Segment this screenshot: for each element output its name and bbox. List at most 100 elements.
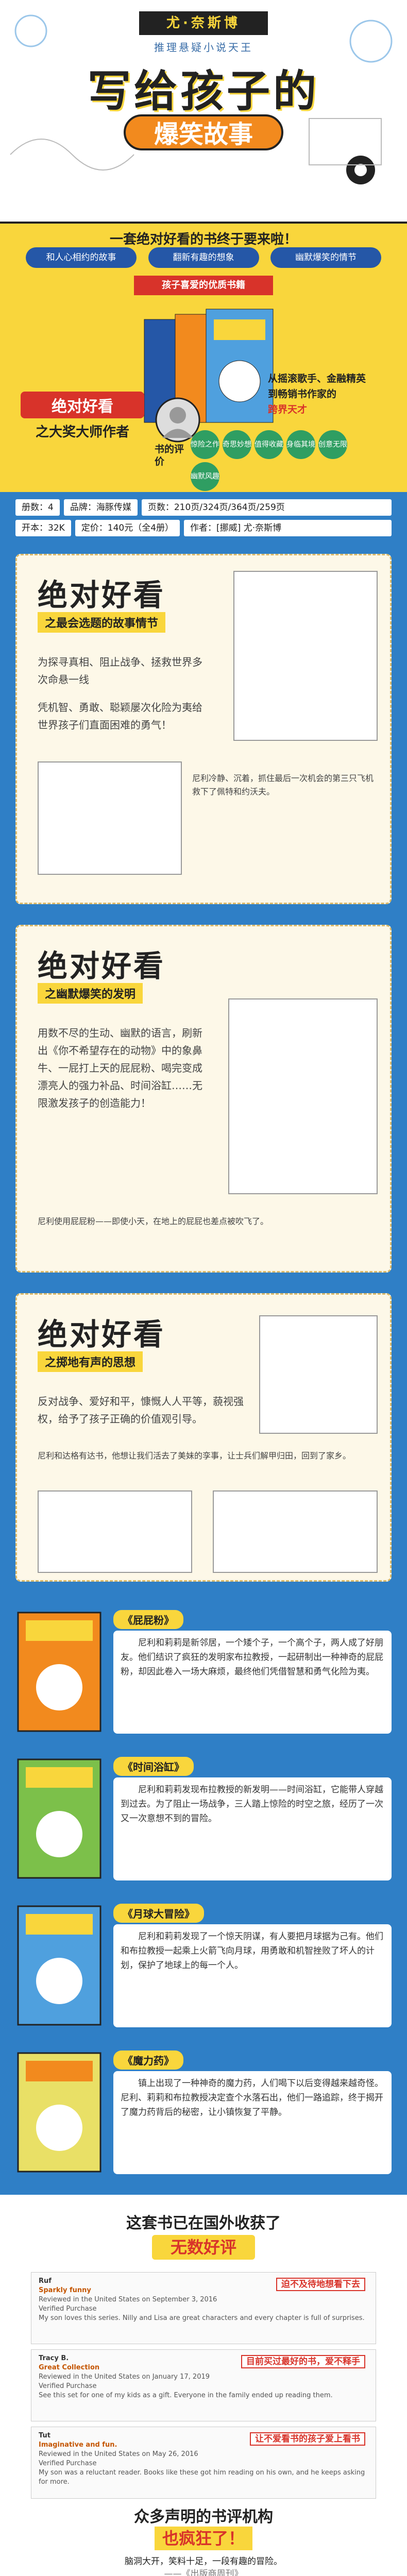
tag: 值得收藏 (255, 430, 283, 459)
review-verified: Verified Purchase (39, 2382, 97, 2390)
info-table: 册数：4 品牌：海豚传媒 页数：210页/324页/364页/259页 开本：3… (0, 492, 407, 544)
review-verified: Verified Purchase (39, 2305, 97, 2313)
point: 用数不尽的生动、幽默的语言，刷新出《你不希望存在的动物》中的象鼻牛、一屁打上天的… (38, 1027, 202, 1109)
review-user: Ruf (39, 2277, 52, 2285)
feature-subtitle: 之掷地有声的思想 (38, 1351, 143, 1372)
review-label: 书的评价 (155, 444, 184, 467)
bio: 从摇滚歌手、金融精英 到畅销书作家的 跨界天才 (268, 371, 397, 417)
ribbon: 孩子喜爱的优质书籍 (134, 276, 273, 295)
reviews-highlight: 无数好评 (152, 2235, 255, 2260)
info-cell: 册数：4 (15, 499, 60, 516)
illustration (233, 571, 378, 741)
badges: 和人心相约的故事 翻新有趣的想象 幽默爆笑的情节 (26, 247, 381, 268)
bio-line: 跨界天才 (268, 404, 308, 415)
point: 为探寻真相、阻止战争、拯救世界多次命悬一线 (38, 656, 202, 686)
title-pill: 爆笑故事 (124, 114, 283, 150)
review-title: Sparkly funny (39, 2286, 91, 2294)
review-body: My son loves this series. Nilly and Lisa… (39, 2314, 365, 2322)
critics: 众多声明的书评机构 也疯狂了！ 脑洞大开，笑料十足，一段有趣的冒险。 ——《出版商… (0, 2504, 407, 2576)
feature-card: 绝对好看 之最会选题的故事情节 为探寻真相、阻止战争、拯救世界多次命悬一线 凭机… (15, 554, 392, 904)
caption: 尼利使用屁屁粉——即使小天，在地上的屁屁也差点被吹飞了。 (38, 1216, 269, 1226)
feature-card: 绝对好看 之掷地有声的思想 反对战争、爱好和平，慷慨人人平等，藐视强权，给予了孩… (15, 1293, 392, 1582)
info-cell: 开本：32K (15, 520, 71, 536)
review-body: See this set for one of my kids as a gif… (39, 2392, 333, 2399)
book-name: 《月球大冒险》 (113, 1904, 204, 1923)
book-cover (17, 1758, 101, 1879)
review-meta: Reviewed in the United States on May 26,… (39, 2450, 198, 2458)
feature-title: 绝对好看 (38, 948, 166, 984)
tag: 惊险之作 (191, 430, 219, 459)
caption: 尼利冷静、沉着，抓住最后一次机会的第三只飞机救下了佩特和约沃夫。 (192, 773, 374, 796)
review: Tracy B. Great Collection Reviewed in th… (31, 2349, 376, 2421)
tag: 幽默风趣 (191, 462, 219, 491)
badge: 幽默爆笑的情节 (270, 247, 381, 268)
review-user: Tut (39, 2432, 50, 2439)
review: Tut Imaginative and fun. Reviewed in the… (31, 2427, 376, 2499)
point: 凭机智、勇敢、聪颖屡次化险为夷给世界孩子们直面困难的勇气！ (38, 701, 202, 731)
award: 绝对好看 之大奖大师作者 (21, 392, 144, 440)
bio-line: 从摇滚歌手、金融精英 (268, 373, 366, 384)
review-verified: Verified Purchase (39, 2460, 97, 2467)
feature: 绝对好看 之幽默爆笑的发明 用数不尽的生动、幽默的语言，刷新出《你不希望存在的动… (0, 914, 407, 1283)
quote-text: 脑洞大开，笑料十足，一段有趣的冒险。 (125, 2556, 282, 2567)
reviews-heading: 这套书已在国外收获了 (126, 2214, 281, 2232)
book: 《时间浴缸》 尼利和莉莉发现布拉教授的新发明——时间浴缸，它能带人穿越到过去。为… (15, 1747, 392, 1893)
award-title: 绝对好看 (21, 392, 144, 418)
info-cell: 作者：[挪威] 尤·奈斯博 (184, 520, 392, 536)
review-tags: 惊险之作 奇思妙想 值得收藏 身临其境 创意无限 幽默风趣 (191, 430, 355, 491)
award-sub: 之大奖大师作者 (35, 425, 129, 440)
badge: 翻新有趣的想象 (148, 247, 259, 268)
feature: 绝对好看 之掷地有声的思想 反对战争、爱好和平，慷慨人人平等，藐视强权，给予了孩… (0, 1283, 407, 1592)
feature-points: 用数不尽的生动、幽默的语言，刷新出《你不希望存在的动物》中的象鼻牛、一屁打上天的… (38, 1014, 208, 1122)
reviews: 这套书已在国外收获了 无数好评 Ruf Sparkly funny Review… (0, 2195, 407, 2504)
book-list: 《屁屁粉》 尼利和莉莉是新邻居，一个矮个子，一个高个子，两人成了好朋友。他们结识… (0, 1592, 407, 2195)
book-cover (17, 1612, 101, 1732)
critic-quote: 脑洞大开，笑料十足，一段有趣的冒险。 ——《出版商周刊》 (0, 2555, 407, 2576)
tag: 创意无限 (318, 430, 347, 459)
book-set (144, 309, 274, 423)
header: 尤·奈斯博 推理悬疑小说天王 写给孩子的 爆笑故事 一套绝对好看的书终于要来啦！… (0, 0, 407, 492)
badge: 和人心相约的故事 (26, 247, 137, 268)
tagline: 推理悬疑小说天王 (154, 41, 253, 54)
review-user: Tracy B. (39, 2354, 69, 2362)
book: 《月球大冒险》 尼利和莉莉发现了一个惊天阴谋，有人要把月球据为己有。他们和布拉教… (15, 1893, 392, 2040)
review-meta: Reviewed in the United States on January… (39, 2373, 210, 2381)
book-text: 尼利和莉莉是新邻居，一个矮个子，一个高个子，两人成了好朋友。他们结识了疯狂的发明… (113, 1631, 392, 1734)
portrait (155, 397, 200, 443)
review-quote: 让不爱看书的孩子爱上看书 (250, 2432, 365, 2446)
feature-points: 为探寻真相、阻止战争、拯救世界多次命悬一线 凭机智、勇敢、聪颖屡次化险为夷给世界… (38, 643, 208, 744)
info-cell: 定价：140元（全4册） (75, 520, 180, 536)
illustration (213, 1490, 378, 1573)
tag: 奇思妙想 (223, 430, 251, 459)
quote-source: ——《出版商周刊》 (164, 2569, 243, 2576)
feature-title: 绝对好看 (38, 1317, 166, 1352)
book-cover (17, 1905, 101, 2026)
info-row: 开本：32K 定价：140元（全4册） 作者：[挪威] 尤·奈斯博 (15, 520, 392, 536)
caption: 尼利和达格有达书，他想让我们活去了美妹的孪事，让士兵们解甲归田，回到了家乡。 (38, 1451, 351, 1461)
book-cover (17, 2052, 101, 2173)
review-body: My son was a reluctant reader. Books lik… (39, 2469, 365, 2486)
review-title: Great Collection (39, 2364, 100, 2371)
review-quote: 目前买过最好的书，爱不释手 (241, 2355, 365, 2368)
headline: 一套绝对好看的书终于要来啦！ (109, 232, 297, 247)
info-row: 册数：4 品牌：海豚传媒 页数：210页/324页/364页/259页 (15, 499, 392, 516)
feature-title: 绝对好看 (38, 578, 166, 613)
tag: 身临其境 (286, 430, 315, 459)
feature-card: 绝对好看 之幽默爆笑的发明 用数不尽的生动、幽默的语言，刷新出《你不希望存在的动… (15, 925, 392, 1273)
illustration (259, 1315, 378, 1434)
review-quote: 迫不及待地想看下去 (276, 2278, 365, 2291)
book: 《屁屁粉》 尼利和莉莉是新邻居，一个矮个子，一个高个子，两人成了好朋友。他们结识… (15, 1600, 392, 1747)
book-text: 尼利和莉莉发现布拉教授的新发明——时间浴缸，它能带人穿越到过去。为了阻止一场战争… (113, 1777, 392, 1880)
illustration (228, 998, 378, 1194)
doodles (10, 14, 393, 184)
book-name: 《魔力药》 (113, 2050, 183, 2070)
feature-subtitle: 之最会选题的故事情节 (38, 612, 166, 633)
book-name: 《屁屁粉》 (113, 1610, 183, 1629)
review-title: Imaginative and fun. (39, 2441, 117, 2449)
book-text: 镇上出现了一种神奇的魔力药，人们喝下以后变得越来越奇怪。尼利、莉莉和布拉教授决定… (113, 2071, 392, 2174)
feature-points: 反对战争、爱好和平，慷慨人人平等，藐视强权，给予了孩子正确的价值观引导。 (38, 1382, 244, 1438)
feature-subtitle: 之幽默爆笑的发明 (38, 983, 143, 1004)
point: 反对战争、爱好和平，慷慨人人平等，藐视强权，给予了孩子正确的价值观引导。 (38, 1395, 244, 1425)
review: Ruf Sparkly funny Reviewed in the United… (31, 2272, 376, 2344)
